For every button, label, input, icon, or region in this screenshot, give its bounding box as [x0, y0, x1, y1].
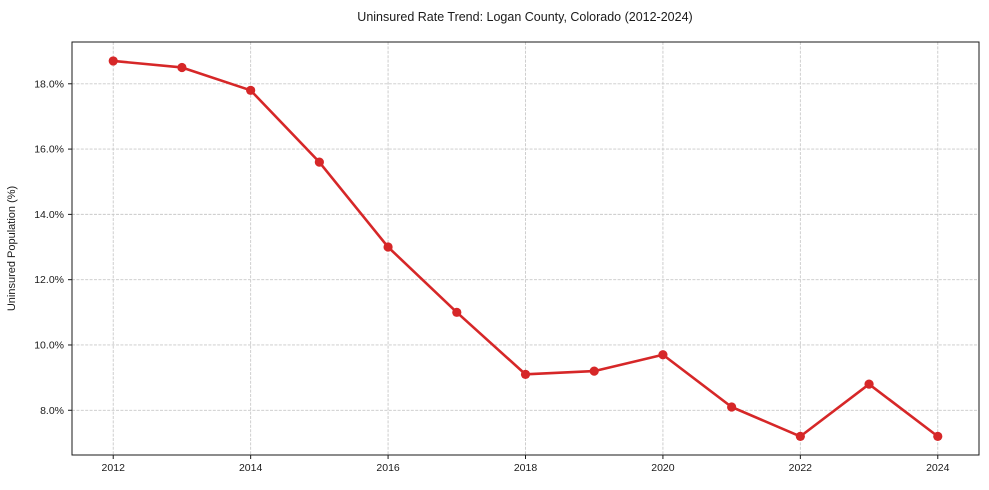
data-point-2014: [246, 85, 256, 95]
y-tick-label: 10.0%: [34, 339, 64, 351]
data-point-2021: [727, 402, 737, 412]
x-tick-label: 2014: [239, 462, 263, 474]
y-tick-label: 14.0%: [34, 209, 64, 221]
chart-title: Uninsured Rate Trend: Logan County, Colo…: [357, 10, 692, 24]
y-axis-label: Uninsured Population (%): [6, 186, 18, 311]
y-tick-label: 12.0%: [34, 274, 64, 286]
data-point-2015: [314, 157, 324, 167]
x-tick-label: 2016: [376, 462, 400, 474]
data-point-2023: [864, 379, 874, 389]
axes: 2012 2014 2016 2018 2020 2022 2024 8.0% 10.0% 12.…: [34, 41, 980, 474]
data-point-2019: [589, 366, 599, 376]
data-point-2012: [108, 56, 118, 66]
y-tick-label: 8.0%: [40, 405, 64, 417]
x-tick-label: 2012: [102, 462, 126, 474]
y-tick-label: 18.0%: [34, 78, 64, 90]
data-point-2016: [383, 242, 393, 252]
x-tick-label: 2022: [789, 462, 813, 474]
data-point-2024: [933, 431, 943, 441]
data-point-2018: [520, 369, 531, 379]
data-point-2020: [658, 350, 668, 360]
data-point-2017: [452, 307, 462, 317]
x-tick-label: 2018: [514, 462, 538, 474]
gridlines: [72, 42, 979, 455]
x-tick-label: 2020: [651, 462, 675, 474]
data-point-2013: [177, 62, 187, 73]
data-series: [108, 56, 943, 441]
y-tick-label: 16.0%: [34, 144, 64, 156]
data-point-2022: [795, 431, 805, 441]
x-tick-label: 2024: [926, 462, 950, 474]
